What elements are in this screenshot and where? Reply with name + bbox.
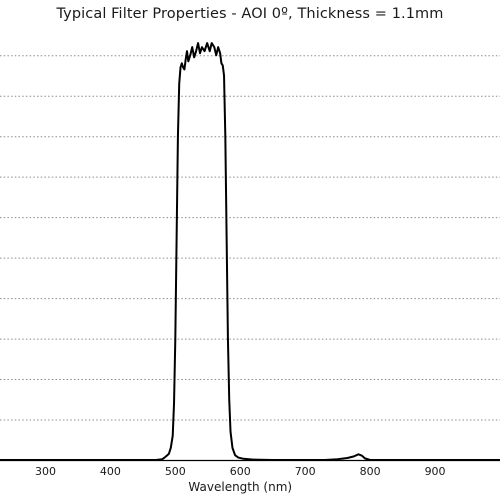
transmission-series-line — [0, 42, 500, 461]
x-tick-label-600: 600 — [230, 465, 251, 478]
x-tick-label-900: 900 — [425, 465, 446, 478]
x-tick-label-300: 300 — [35, 465, 56, 478]
x-tick-label-500: 500 — [165, 465, 186, 478]
x-tick-label-700: 700 — [295, 465, 316, 478]
x-axis-title: Wavelength (nm) — [188, 480, 292, 494]
chart-title: Typical Filter Properties - AOI 0º, Thic… — [56, 6, 444, 22]
x-tick-label-400: 400 — [100, 465, 121, 478]
x-tick-label-800: 800 — [360, 465, 381, 478]
gridlines — [0, 55, 500, 421]
x-tick-labels: 300 400 500 600 700 800 900 — [35, 465, 446, 478]
